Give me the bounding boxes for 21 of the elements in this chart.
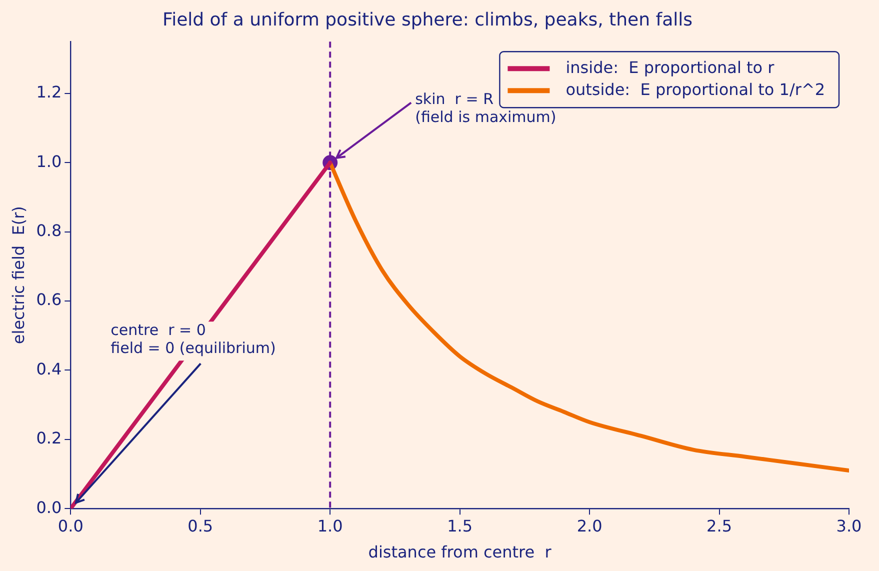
y-tick-label: 0.2 bbox=[36, 428, 62, 448]
y-tick-label: 1.0 bbox=[36, 152, 62, 171]
y-axis-title: electric field E(r) bbox=[8, 206, 28, 344]
x-tick-label: 1.5 bbox=[447, 516, 473, 536]
x-tick-label: 3.0 bbox=[836, 516, 862, 536]
legend-label: outside: E proportional to 1/r^2 bbox=[566, 80, 826, 99]
y-tick-label: 0.0 bbox=[36, 498, 62, 517]
y-tick-label: 1.2 bbox=[36, 82, 62, 102]
x-tick-label: 2.0 bbox=[576, 516, 602, 536]
x-tick-label: 0.0 bbox=[58, 516, 84, 536]
annotation: centre r = 0 field = 0 (equilibrium) bbox=[110, 320, 276, 357]
legend-label: inside: E proportional to r bbox=[566, 58, 775, 77]
x-tick-label: 0.5 bbox=[188, 516, 214, 536]
chart-title: Field of a uniform positive sphere: climbs, peaks, then falls bbox=[162, 9, 692, 30]
annotation: skin r = R (field is maximum) bbox=[415, 90, 556, 126]
y-tick-label: 0.8 bbox=[36, 221, 62, 240]
y-tick-label: 0.6 bbox=[36, 290, 62, 310]
x-tick-label: 2.5 bbox=[706, 516, 732, 536]
x-axis-title: distance from centre r bbox=[368, 542, 552, 562]
y-tick-label: 0.4 bbox=[36, 359, 62, 378]
x-tick-label: 1.0 bbox=[317, 516, 343, 536]
